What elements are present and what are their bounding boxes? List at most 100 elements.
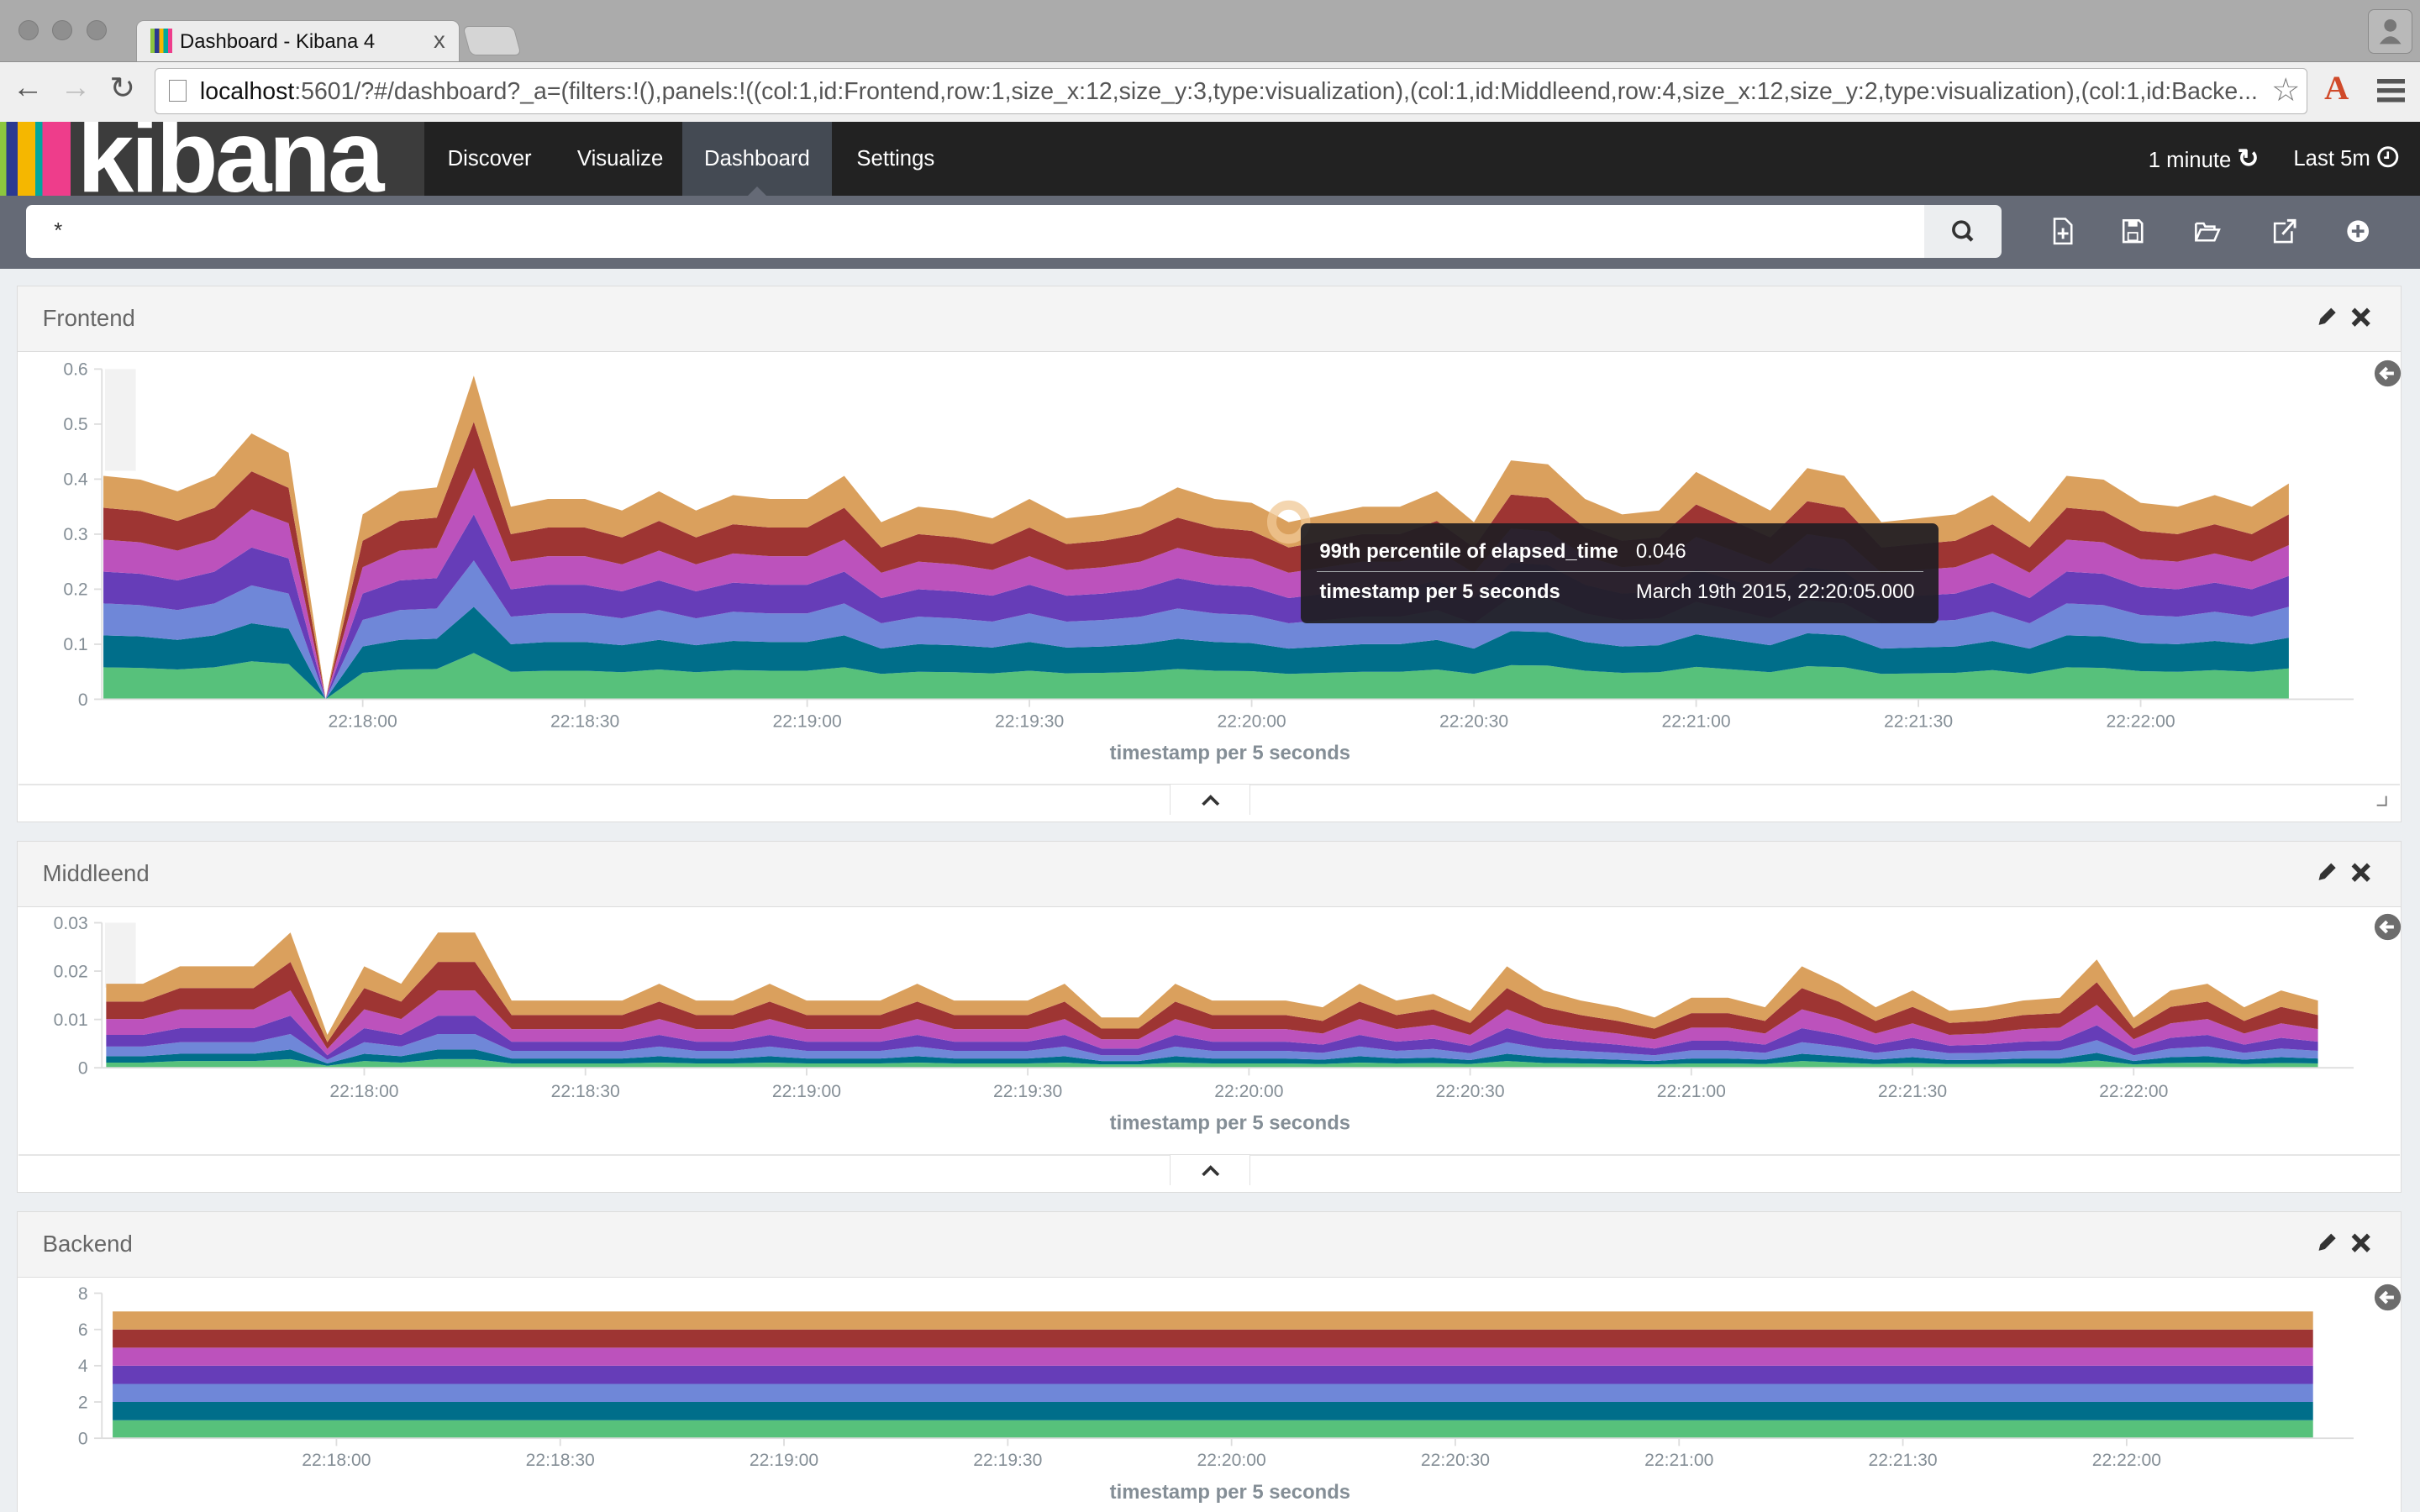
nav-settings[interactable]: Settings <box>856 147 935 171</box>
chevron-up-icon <box>1202 1164 1220 1177</box>
open-folder-icon[interactable] <box>2190 214 2223 248</box>
nav-discover[interactable]: Discover <box>447 147 532 171</box>
bookmark-star-icon[interactable]: ☆ <box>2270 72 2301 109</box>
area-series-1[interactable] <box>106 1058 2318 1068</box>
panel-header: Frontend <box>18 286 2401 352</box>
search-button[interactable] <box>1924 205 2002 258</box>
y-tick-label: 0.1 <box>63 635 87 654</box>
frontend-chart[interactable]: 0 0.1 0.2 0.3 0.4 0.5 0.6 22:18:00 22:18:30 22:19… <box>0 354 2369 783</box>
area-series-2[interactable] <box>103 606 2289 700</box>
area-series-5[interactable] <box>113 1347 2313 1366</box>
area-series-6[interactable] <box>106 962 2318 1049</box>
resize-handle-icon[interactable] <box>2374 793 2389 808</box>
panel-title: Middleend <box>42 860 150 887</box>
close-icon[interactable] <box>2349 305 2373 329</box>
x-tick-label: 22:20:30 <box>1435 1082 1504 1101</box>
reload-icon[interactable]: ↻ <box>109 70 136 105</box>
brush-area <box>104 922 136 988</box>
clock-icon <box>2377 146 2399 168</box>
x-tick-label: 22:18:30 <box>551 1082 620 1101</box>
y-tick-label: 0.2 <box>63 580 87 599</box>
search-input[interactable] <box>26 205 1925 258</box>
y-tick-label: 0.5 <box>63 415 87 434</box>
area-series-2[interactable] <box>113 1401 2313 1420</box>
y-tick-label: 0.6 <box>63 360 87 379</box>
x-tick-label: 22:20:30 <box>1421 1451 1490 1470</box>
nav-visualize[interactable]: Visualize <box>576 147 664 171</box>
panel-header: Backend <box>18 1211 2401 1278</box>
kibana-logo[interactable]: kibana <box>0 122 425 197</box>
panel-header: Middleend <box>18 842 2401 908</box>
area-series-6[interactable] <box>113 1329 2313 1348</box>
browser-tab[interactable]: Dashboard - Kibana 4 x <box>135 19 460 64</box>
area-series-5[interactable] <box>103 467 2289 700</box>
collapse-legend-button[interactable] <box>1170 784 1250 815</box>
page-icon <box>169 79 187 102</box>
backend-chart[interactable]: 0 2 4 6 8 22:18:00 22:18:30 22:19:00 22:19:30 22:… <box>0 1279 2369 1512</box>
area-series-3[interactable] <box>106 1033 2318 1063</box>
x-tick-label: 22:21:30 <box>1878 1082 1947 1101</box>
pencil-icon[interactable] <box>2314 860 2338 885</box>
logo-color-bars <box>0 122 71 197</box>
collapse-legend-button[interactable] <box>1170 1153 1250 1185</box>
window-close-button[interactable] <box>18 19 39 40</box>
y-tick-label: 0 <box>78 1429 88 1448</box>
x-tick-label: 22:18:00 <box>302 1451 371 1470</box>
x-tick-label: 22:19:00 <box>773 711 842 731</box>
area-series-4[interactable] <box>106 1015 2318 1060</box>
window-zoom-button[interactable] <box>86 19 107 40</box>
area-series-4[interactable] <box>113 1365 2313 1384</box>
area-series-3[interactable] <box>113 1383 2313 1402</box>
share-icon[interactable] <box>2267 214 2301 248</box>
legend-toggle-icon[interactable] <box>2374 913 2402 941</box>
window-minimize-button[interactable] <box>52 19 73 40</box>
nav-dashboard[interactable]: Dashboard <box>681 122 832 197</box>
time-picker-button[interactable]: Last 5m <box>2293 122 2399 196</box>
x-tick-label: 22:22:00 <box>2106 711 2175 731</box>
area-series-1[interactable] <box>113 1420 2313 1438</box>
x-tick-label: 22:18:30 <box>550 711 619 731</box>
pencil-icon[interactable] <box>2314 305 2338 329</box>
area-series-7[interactable] <box>113 1310 2313 1330</box>
x-tick-label: 22:18:00 <box>329 1082 398 1101</box>
panel-title: Backend <box>42 1230 133 1257</box>
area-series-2[interactable] <box>106 1049 2318 1066</box>
address-bar[interactable]: localhost:5601/?#/dashboard?_a=(filters:… <box>154 67 2307 114</box>
x-tick-label: 22:20:00 <box>1197 1451 1266 1470</box>
refresh-interval-label: 1 minute <box>2148 149 2232 173</box>
menu-icon[interactable] <box>2376 78 2405 110</box>
close-icon[interactable] <box>2349 860 2373 885</box>
area-series-3[interactable] <box>103 559 2289 700</box>
area-series-4[interactable] <box>103 513 2289 700</box>
y-tick-label: 2 <box>78 1393 88 1412</box>
back-arrow-icon[interactable]: ← <box>12 69 44 104</box>
tab-close-icon[interactable]: x <box>434 27 445 54</box>
forward-arrow-icon[interactable]: → <box>60 69 92 104</box>
add-visualization-icon[interactable] <box>2341 214 2375 248</box>
panel-title: Frontend <box>42 304 135 331</box>
x-tick-label: 22:21:30 <box>1884 711 1953 731</box>
area-series-7[interactable] <box>106 932 2318 1042</box>
refresh-interval-button[interactable]: 1 minute ↻ <box>2149 122 2260 196</box>
x-tick-label: 22:19:00 <box>750 1451 818 1470</box>
tooltip-series-label: 99th percentile of elapsed_time <box>1319 539 1618 563</box>
time-range-label: Last 5m <box>2293 147 2370 171</box>
new-dashboard-icon[interactable] <box>2045 214 2079 248</box>
extension-icon[interactable]: A <box>2324 68 2349 107</box>
save-icon[interactable] <box>2116 214 2149 248</box>
chart-tooltip: 99th percentile of elapsed_time 0.046 ti… <box>1301 522 1939 624</box>
brush-area <box>104 368 136 471</box>
profile-button[interactable] <box>2367 9 2412 55</box>
legend-toggle-icon[interactable] <box>2374 360 2402 387</box>
middleend-chart[interactable]: 0 0.01 0.02 0.03 22:18:00 22:18:30 22:19:00 22:… <box>0 909 2369 1152</box>
pencil-icon[interactable] <box>2314 1231 2338 1255</box>
hover-point-marker <box>1266 500 1311 543</box>
close-icon[interactable] <box>2349 1231 2373 1255</box>
area-series-1[interactable] <box>103 652 2289 700</box>
url-path: :5601/?#/dashboard?_a=(filters:!(),panel… <box>294 77 2258 105</box>
new-tab-button[interactable] <box>461 26 522 56</box>
legend-toggle-icon[interactable] <box>2374 1284 2402 1311</box>
area-series-5[interactable] <box>106 990 2318 1056</box>
kibana-favicon <box>150 29 172 54</box>
